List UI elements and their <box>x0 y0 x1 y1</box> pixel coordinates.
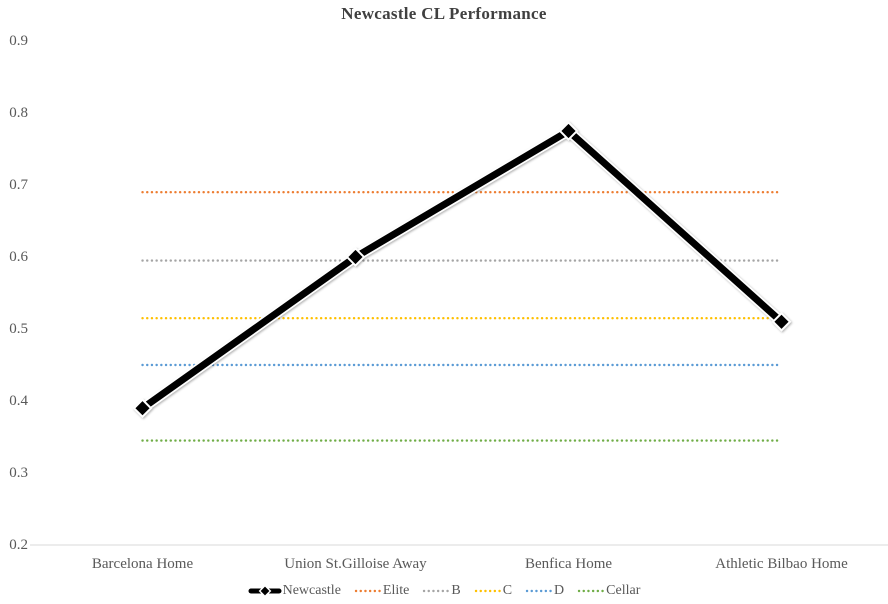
x-axis-category-label: Barcelona Home <box>91 556 194 572</box>
legend-item-d: D <box>525 582 564 600</box>
y-axis-tick-label: 0.7 <box>9 177 28 193</box>
y-axis-tick-label: 0.2 <box>9 537 28 553</box>
series-line-newcastle <box>140 127 784 412</box>
legend: Newcastle Elite B C D Cellar <box>0 582 888 600</box>
y-axis-tick-label: 0.5 <box>9 321 28 337</box>
legend-marker-icon <box>474 589 501 593</box>
y-axis-tick-label: 0.8 <box>9 105 28 121</box>
x-axis-category-label: Athletic Bilbao Home <box>715 556 848 572</box>
data-point-marker <box>558 121 579 141</box>
legend-marker-icon <box>354 589 382 593</box>
legend-label: D <box>554 583 565 598</box>
legend-item-newcastle: Newcastle <box>248 582 341 600</box>
legend-marker-icon <box>248 585 282 597</box>
y-axis-tick-label: 0.4 <box>9 393 28 409</box>
x-axis-category-label: Union St.Gilloise Away <box>284 556 427 572</box>
legend-label: C <box>502 583 513 598</box>
legend-item-elite: Elite <box>354 582 409 600</box>
legend-label: Elite <box>382 583 410 598</box>
legend-marker-icon <box>423 589 450 593</box>
legend-label: B <box>451 583 461 598</box>
legend-item-b: B <box>422 582 461 600</box>
legend-item-cellar: Cellar <box>577 582 640 600</box>
legend-marker-icon <box>577 589 605 593</box>
x-axis-category-label: Benfica Home <box>524 556 613 572</box>
data-point-marker <box>345 247 366 267</box>
legend-item-c: C <box>474 582 512 600</box>
series-group-newcastle <box>132 121 792 419</box>
data-point-marker <box>771 311 792 332</box>
y-axis-tick-label: 0.6 <box>9 249 28 265</box>
data-point-marker <box>132 398 153 419</box>
legend-marker-icon <box>525 589 553 593</box>
legend-label: Newcastle <box>282 583 341 598</box>
legend-label: Cellar <box>606 583 641 598</box>
y-axis-tick-label: 0.3 <box>9 465 28 481</box>
chart-title: Newcastle CL Performance <box>341 4 547 23</box>
y-axis-tick-label: 0.9 <box>9 33 28 49</box>
series-halo <box>139 125 786 413</box>
